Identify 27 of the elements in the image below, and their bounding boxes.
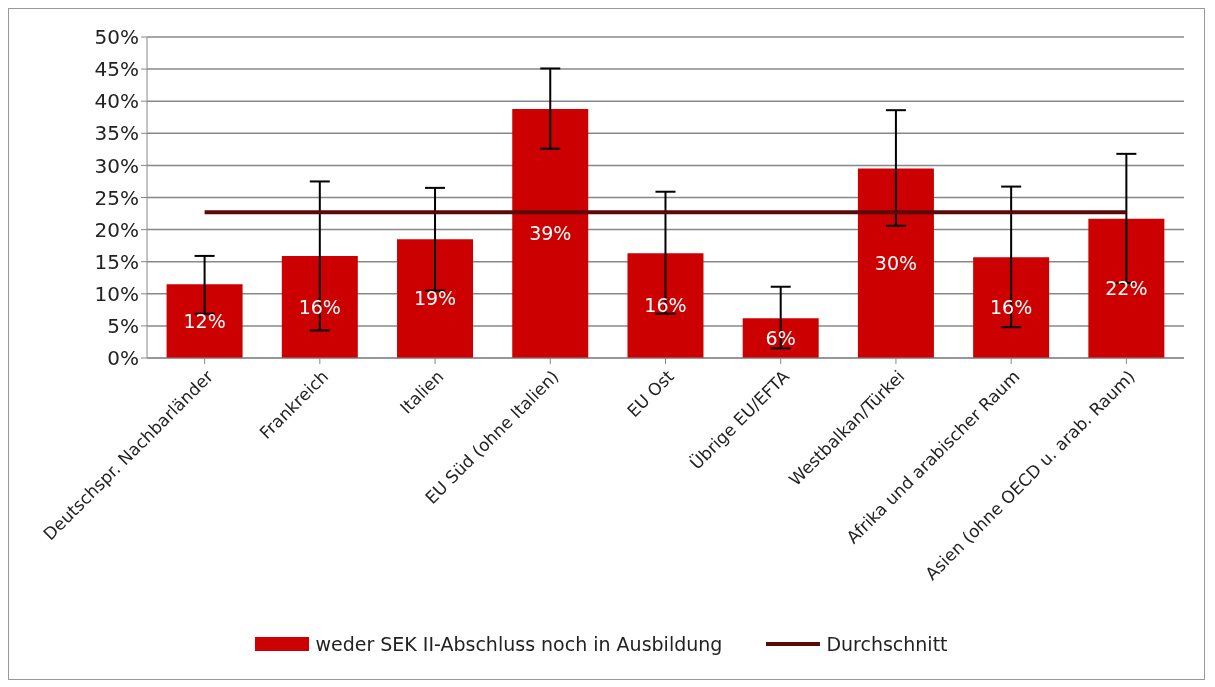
bar: [1088, 218, 1165, 358]
data-label: 19%: [413, 287, 457, 310]
bar: [973, 257, 1050, 358]
data-label: 12%: [183, 309, 226, 332]
bar: [166, 284, 243, 358]
bar: [281, 255, 358, 358]
x-tick-label: EU Ost: [623, 365, 679, 422]
data-label: 39%: [529, 222, 572, 245]
y-tick-label: 50%: [94, 25, 139, 50]
data-label: 30%: [874, 252, 918, 275]
y-tick-label: 10%: [94, 281, 139, 306]
y-tick-label: 15%: [94, 249, 139, 274]
y-tick-label: 45%: [94, 57, 139, 82]
legend-label: weder SEK II-Abschluss noch in Ausbildung: [315, 633, 723, 655]
y-tick-label: 20%: [94, 217, 139, 242]
legend-label: Durchschnitt: [826, 633, 948, 655]
y-tick-label: 25%: [94, 185, 139, 210]
bar: [627, 253, 704, 358]
data-label: 22%: [1105, 277, 1148, 300]
y-tick-label: 35%: [94, 121, 139, 146]
y-tick-label: 40%: [94, 89, 139, 114]
y-tick-label: 5%: [107, 314, 139, 338]
bar: [857, 168, 934, 358]
bar: [397, 239, 474, 358]
y-tick-label: 0%: [107, 346, 139, 371]
y-tick-label: 30%: [94, 153, 139, 178]
bar: [512, 108, 589, 358]
